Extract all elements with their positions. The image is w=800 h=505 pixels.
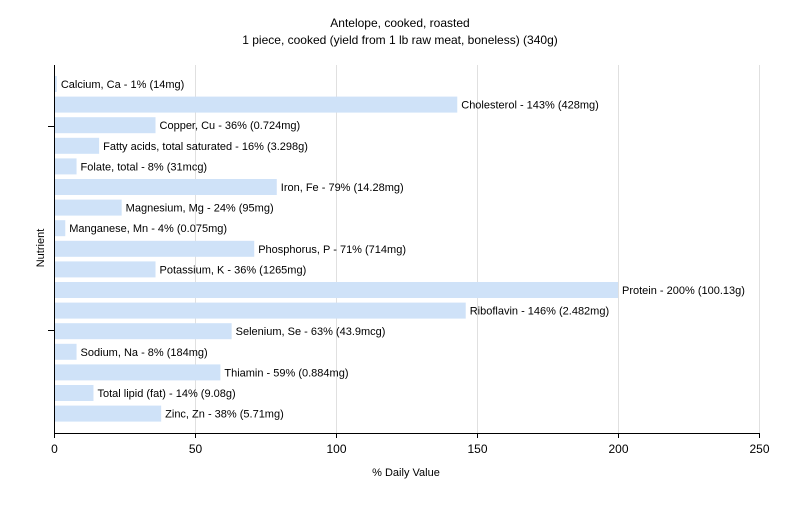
bar-label: Total lipid (fat) - 14% (9.08g) <box>97 388 235 400</box>
x-tick-label: 100 <box>326 442 346 456</box>
bar <box>55 96 458 113</box>
x-tick-label: 150 <box>467 442 487 456</box>
bar-label: Protein - 200% (100.13g) <box>622 285 745 297</box>
bar-label: Magnesium, Mg - 24% (95mg) <box>126 203 274 215</box>
chart-subtitle: 1 piece, cooked (yield from 1 lb raw mea… <box>242 33 558 47</box>
bar <box>55 364 221 381</box>
bar-label: Selenium, Se - 63% (43.9mcg) <box>236 326 386 338</box>
bar <box>55 199 122 216</box>
bar <box>55 343 77 360</box>
bar-label: Manganese, Mn - 4% (0.075mg) <box>69 223 227 235</box>
x-axis-title: % Daily Value <box>372 467 440 479</box>
bar-label: Calcium, Ca - 1% (14mg) <box>61 79 184 91</box>
bar <box>55 158 77 175</box>
x-tick-label: 50 <box>189 442 203 456</box>
bars <box>55 76 618 422</box>
bar <box>55 282 618 298</box>
bar-label: Riboflavin - 146% (2.482mg) <box>470 306 609 318</box>
x-tick-label: 250 <box>749 442 769 456</box>
bar-label: Zinc, Zn - 38% (5.71mg) <box>165 409 284 421</box>
bar <box>55 302 466 319</box>
bar <box>55 385 94 401</box>
x-tick-label: 200 <box>608 442 628 456</box>
bar <box>55 405 162 422</box>
bar <box>55 179 277 195</box>
axes <box>48 65 759 434</box>
bar-label: Thiamin - 59% (0.884mg) <box>224 367 348 379</box>
x-axis-ticks: 0 50 100 150 200 250 <box>51 433 770 456</box>
bar <box>55 323 232 340</box>
bar <box>55 137 100 154</box>
bar-label: Potassium, K - 36% (1265mg) <box>160 264 307 276</box>
y-axis-title: Nutrient <box>35 229 47 268</box>
title-group: Antelope, cooked, roasted 1 piece, cooke… <box>242 16 558 47</box>
bar-label: Folate, total - 8% (31mcg) <box>81 161 208 173</box>
chart-title: Antelope, cooked, roasted <box>330 16 469 30</box>
bar-label: Fatty acids, total saturated - 16% (3.29… <box>103 141 308 153</box>
bar-label: Cholesterol - 143% (428mg) <box>461 100 599 112</box>
bar-labels: Calcium, Ca - 1% (14mg) Cholesterol - 143… <box>61 79 745 421</box>
bar-label: Sodium, Na - 8% (184mg) <box>81 347 208 359</box>
bar <box>55 117 156 134</box>
bar-label: Iron, Fe - 79% (14.28mg) <box>281 182 404 194</box>
x-tick-label: 0 <box>51 442 58 456</box>
bar-label: Phosphorus, P - 71% (714mg) <box>258 244 406 256</box>
bar <box>55 76 57 92</box>
bar-label: Copper, Cu - 36% (0.724mg) <box>160 120 301 132</box>
bar <box>55 220 66 237</box>
bar <box>55 261 156 278</box>
bar <box>55 240 255 257</box>
